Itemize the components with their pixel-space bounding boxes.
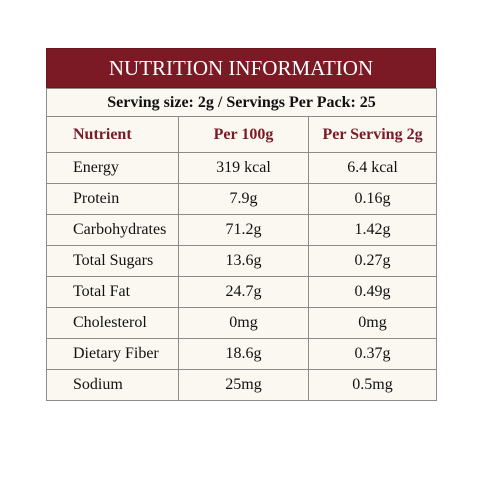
nutrient-value: 0.27g	[307, 245, 438, 277]
nutrient-value: 0mg	[307, 307, 438, 339]
nutrient-value: 0.5mg	[307, 369, 438, 401]
nutrient-name: Total Sugars	[46, 245, 179, 277]
serving-info: Serving size: 2g / Servings Per Pack: 25	[45, 88, 438, 117]
nutrient-name: Protein	[46, 183, 179, 215]
nutrition-table: Serving size: 2g / Servings Per Pack: 25…	[45, 88, 438, 401]
table-row: Sodium 25mg 0.5mg	[46, 369, 438, 401]
table-row: Carbohydrates 71.2g 1.42g	[46, 214, 438, 246]
nutrient-value: 0.49g	[307, 276, 438, 308]
column-header: Nutrient	[46, 116, 179, 153]
serving-row: Serving size: 2g / Servings Per Pack: 25	[45, 88, 438, 117]
column-header: Per Serving 2g	[307, 116, 438, 153]
nutrient-value: 0.16g	[307, 183, 438, 215]
nutrient-name: Carbohydrates	[46, 214, 179, 246]
nutrient-value: 319 kcal	[178, 152, 309, 184]
table-row: Dietary Fiber 18.6g 0.37g	[46, 338, 438, 370]
nutrient-value: 0mg	[178, 307, 309, 339]
header-row: Nutrient Per 100g Per Serving 2g	[46, 116, 438, 153]
nutrient-name: Sodium	[46, 369, 179, 401]
nutrient-name: Total Fat	[46, 276, 179, 308]
nutrient-value: 1.42g	[307, 214, 438, 246]
title: NUTRITION INFORMATION	[46, 48, 436, 88]
nutrient-value: 13.6g	[178, 245, 309, 277]
nutrient-value: 25mg	[178, 369, 309, 401]
table-row: Total Sugars 13.6g 0.27g	[46, 245, 438, 277]
table-row: Protein 7.9g 0.16g	[46, 183, 438, 215]
table-row: Energy 319 kcal 6.4 kcal	[46, 152, 438, 184]
nutrient-value: 18.6g	[178, 338, 309, 370]
table-row: Cholesterol 0mg 0mg	[46, 307, 438, 339]
table-row: Total Fat 24.7g 0.49g	[46, 276, 438, 308]
nutrient-name: Dietary Fiber	[46, 338, 179, 370]
nutrition-card: NUTRITION INFORMATION Serving size: 2g /…	[45, 48, 438, 401]
column-header: Per 100g	[178, 116, 309, 153]
nutrient-value: 0.37g	[307, 338, 438, 370]
nutrient-name: Energy	[46, 152, 179, 184]
nutrient-value: 7.9g	[178, 183, 309, 215]
nutrient-value: 71.2g	[178, 214, 309, 246]
nutrient-value: 6.4 kcal	[307, 152, 438, 184]
nutrient-name: Cholesterol	[46, 307, 179, 339]
nutrient-value: 24.7g	[178, 276, 309, 308]
